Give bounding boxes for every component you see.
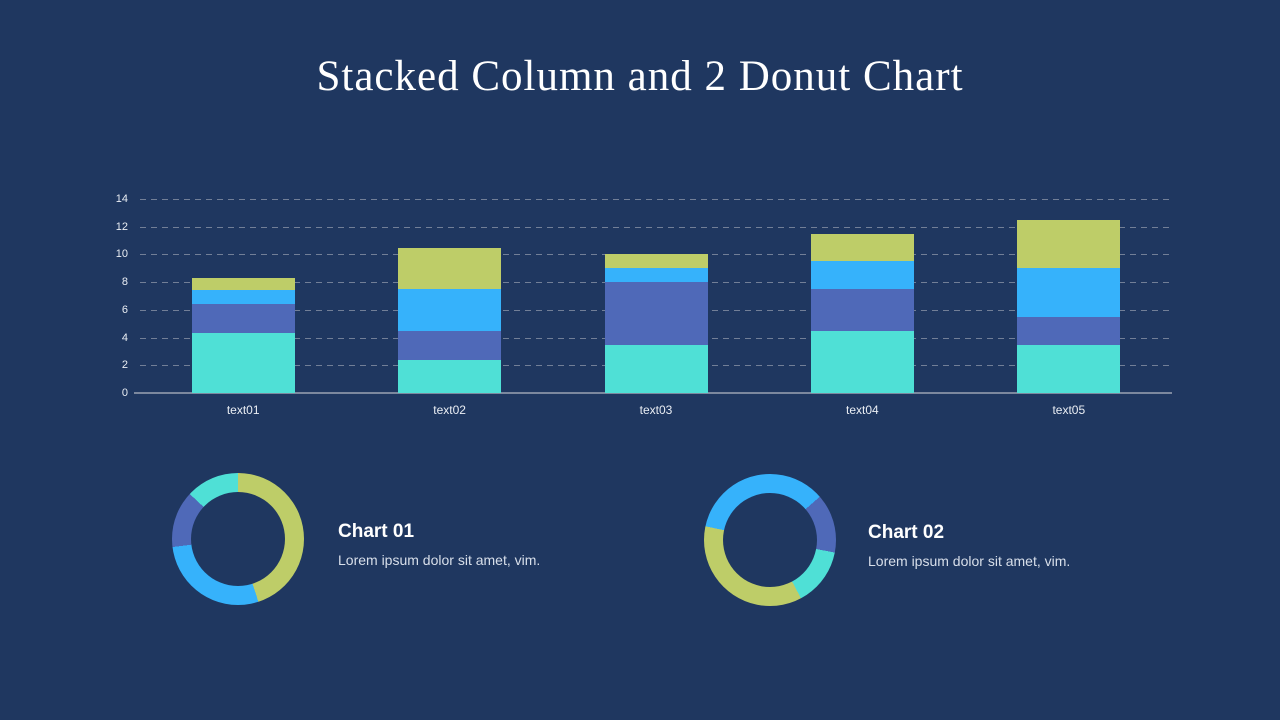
series-blue-segment (1017, 268, 1121, 317)
donut-ring-2 (704, 474, 836, 606)
donut-caption-2: Chart 02 Lorem ipsum dolor sit amet, vim… (868, 522, 1198, 569)
y-tick-label-6: 6 (121, 303, 128, 316)
stacked-bar-text01 (191, 278, 295, 393)
x-tick-label-text02: text02 (433, 403, 466, 417)
series-teal-segment (604, 344, 708, 393)
gridline-y14 (140, 199, 1172, 200)
series-indigo-segment (191, 304, 295, 334)
donut-hole-1 (191, 492, 285, 586)
series-teal-segment (1017, 344, 1121, 393)
x-tick-label-text04: text04 (846, 403, 879, 417)
x-tick-label-text01: text01 (226, 403, 260, 417)
series-blue-segment (398, 289, 502, 331)
series-indigo-segment (398, 330, 502, 360)
series-indigo-segment (810, 289, 914, 331)
series-teal-segment (810, 330, 914, 393)
series-blue-segment (191, 290, 295, 305)
series-indigo-segment (604, 282, 708, 345)
series-green-segment (810, 233, 914, 262)
donut-ring-1 (172, 473, 304, 605)
donut-title-2: Chart 02 (868, 522, 945, 543)
y-tick-label-8: 8 (121, 276, 128, 289)
y-tick-label-10: 10 (115, 248, 128, 261)
series-green-segment (604, 254, 708, 269)
series-green-segment (191, 278, 295, 291)
x-axis-line (134, 392, 1172, 394)
stacked-bar-text02 (398, 247, 502, 393)
stacked-bar-text03 (604, 254, 708, 393)
y-tick-label-0: 0 (121, 387, 128, 399)
y-tick-label-14: 14 (115, 193, 128, 205)
y-tick-label-12: 12 (115, 220, 128, 233)
series-teal-segment (191, 333, 295, 393)
series-teal-segment (398, 359, 502, 393)
series-blue-segment (604, 268, 708, 283)
donut-description-2: Lorem ipsum dolor sit amet, vim. (868, 553, 1071, 569)
series-indigo-segment (1017, 316, 1121, 345)
donut-title-1: Chart 01 (338, 521, 415, 542)
plot-area (134, 199, 1172, 394)
series-blue-segment (810, 261, 914, 290)
donut-caption-1: Chart 01 Lorem ipsum dolor sit amet, vim… (338, 521, 668, 568)
series-green-segment (1017, 219, 1121, 269)
x-tick-label-text03: text03 (639, 403, 673, 417)
y-tick-label-2: 2 (121, 359, 128, 372)
stacked-bar-text05 (1017, 219, 1121, 393)
y-tick-label-4: 4 (121, 331, 128, 344)
stacked-bar-text04 (810, 233, 914, 393)
donut-hole-2 (723, 493, 817, 587)
series-green-segment (398, 247, 502, 290)
x-tick-label-text05: text05 (1052, 403, 1086, 417)
slide-title: Stacked Column and 2 Donut Chart (316, 53, 964, 100)
gridline-y12 (140, 226, 1172, 228)
donut-description-1: Lorem ipsum dolor sit amet, vim. (338, 552, 541, 568)
